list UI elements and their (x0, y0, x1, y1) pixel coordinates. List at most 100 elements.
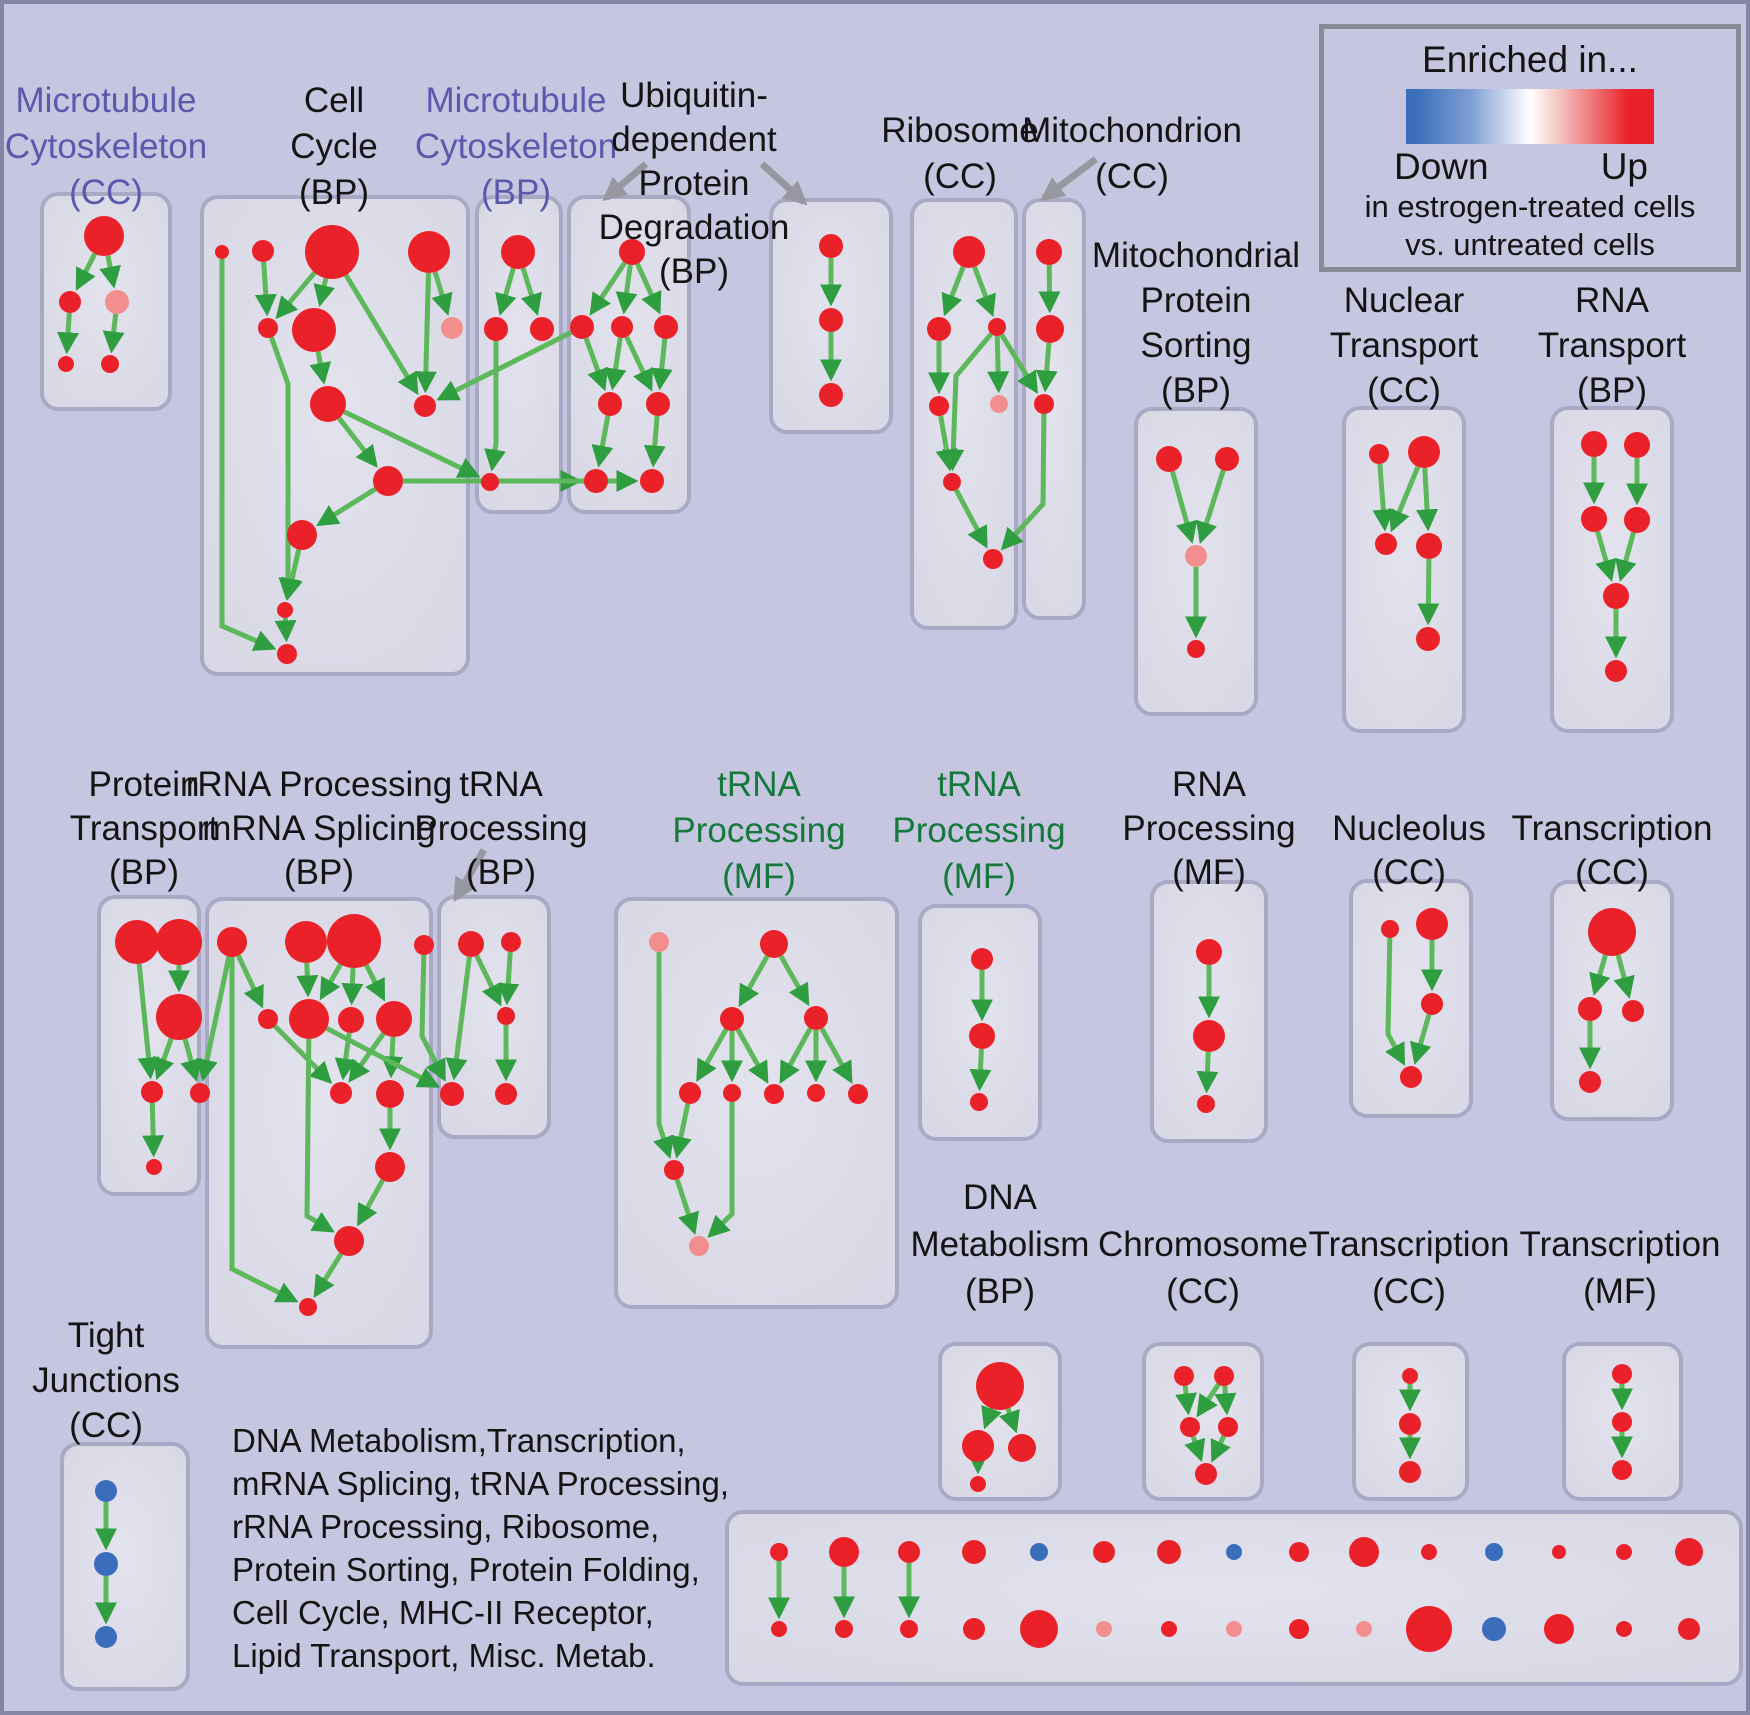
cluster-label-line: Nucleolus (1332, 809, 1486, 848)
node-cc_11 (287, 520, 317, 550)
node-cc_8 (310, 386, 346, 422)
matrix-bottom-node-9 (1289, 1619, 1309, 1639)
edge-rr_3-rr_7 (341, 967, 364, 1006)
matrix-top-node-10 (1349, 1537, 1379, 1567)
cluster-label-nucleolus: Nucleolus (CC) (1332, 809, 1486, 892)
cluster-label-line: Transport (1538, 326, 1687, 365)
cluster-label-line: (MF) (1583, 1272, 1657, 1311)
edge-dn_1-dn_2 (981, 1405, 1002, 1430)
node-tc_3 (1622, 1000, 1644, 1022)
node-rr_2 (285, 921, 327, 963)
cluster-label-line: Cell (304, 81, 364, 120)
edge-uba_2-uba_4 (604, 337, 627, 391)
cluster-label-line: (CC) (1575, 853, 1649, 892)
node-ribo_2 (927, 317, 951, 341)
legend-gradient-bar (1406, 89, 1654, 144)
edge-mtbp_1-mtbp_2 (495, 267, 517, 316)
matrix-bottom-node-14 (1616, 1621, 1632, 1637)
cluster-label-line: Transcription (1512, 809, 1713, 848)
cluster-label-line: (BP) (1577, 371, 1647, 410)
cluster-label-line: Transcription (1309, 1225, 1510, 1264)
node-rr_4 (414, 935, 434, 955)
node-tb_m (497, 1007, 515, 1025)
edge-tq_2-tq_3 (969, 1048, 992, 1092)
node-mito_3 (1034, 394, 1054, 414)
cluster-label-line: Processing (892, 811, 1065, 850)
matrix-top-node-4 (962, 1540, 986, 1564)
node-ribo_6 (943, 473, 961, 491)
node-tm_5 (679, 1082, 701, 1104)
edge-nt_1-nt_3 (1372, 463, 1395, 532)
edge-ribo_3-mito_3 (999, 333, 1038, 395)
matrix-bottom-node-3 (900, 1620, 918, 1638)
edge-ch_1-ch_3 (1175, 1385, 1198, 1416)
node-rt_4 (1624, 507, 1650, 533)
cluster-box-chromosome (1142, 1342, 1264, 1501)
node-mtbp_3 (530, 317, 554, 341)
edge-uba_3-uba_5 (650, 338, 673, 391)
matrix-bottom-node-15 (1678, 1618, 1700, 1640)
node-rv_3 (1197, 1095, 1215, 1113)
node-rr_5 (258, 1009, 278, 1029)
node-cc_10 (373, 466, 403, 496)
shared-categories-line: rRNA Processing, Ribosome, (232, 1508, 659, 1545)
cluster-label-line: Mitochondrion (1022, 111, 1242, 150)
node-ribo_7 (983, 549, 1003, 569)
cluster-label-line: (BP) (109, 853, 179, 892)
annotation-arrow-to-trna-bp-box (452, 848, 488, 903)
node-mito_2 (1036, 315, 1064, 343)
edge-ribo_6-ribo_7 (953, 488, 988, 549)
cluster-label-line: (MF) (1172, 853, 1246, 892)
node-rt_3 (1581, 506, 1607, 532)
cluster-label-proteintransport: Protein Transport (BP) (70, 765, 219, 892)
node-rt_2 (1624, 432, 1650, 458)
annotation-arrow-to-ubiq-box-b (759, 161, 808, 206)
edge-rr_1-pt_5 (196, 956, 232, 1082)
cluster-label-line: Processing (672, 811, 845, 850)
node-mtbp_4 (481, 473, 499, 491)
node-dn_1 (976, 1362, 1024, 1410)
node-tj_1 (95, 1480, 117, 1502)
node-tf_3 (1612, 1460, 1632, 1480)
node-mtcc_c (105, 290, 129, 314)
edge-mtbp_2-mtbp_4 (484, 341, 506, 472)
edge-cc_3-cc_6 (313, 277, 335, 307)
cluster-label-mitochondrion: Mitochondrion (CC) (1022, 111, 1242, 196)
node-tq_1 (971, 948, 993, 970)
node-uba_7 (640, 469, 664, 493)
legend-subtitle-2: vs. untreated cells (1405, 227, 1655, 262)
cluster-label-trnamf1: tRNA Processing (MF) (672, 765, 845, 896)
edge-ribo_4-ribo_6 (935, 415, 958, 472)
edge-mito_3-ribo_7 (1000, 413, 1047, 551)
cluster-label-line: (CC) (1367, 371, 1441, 410)
edge-cc_3-cc_9 (343, 273, 419, 396)
node-ribo_1 (953, 236, 985, 268)
legend-box: Enriched in... Down Up in estrogen-treat… (1319, 24, 1741, 272)
edge-rt_4-rt_5 (1615, 531, 1637, 582)
matrix-bottom-node-8 (1226, 1621, 1242, 1637)
cluster-label-line: Protein (89, 765, 200, 804)
node-cc_6 (292, 308, 336, 352)
node-nt_2 (1408, 436, 1440, 468)
node-ch_5 (1195, 1463, 1217, 1485)
node-tc_4 (1579, 1071, 1601, 1093)
edge-tm_4-tm_7 (779, 1027, 813, 1084)
layer-edges (57, 252, 1649, 1625)
cluster-label-mtcc: Microtubule Cytoskeleton (CC) (5, 81, 207, 212)
edge-dn_1-dn_3 (999, 1407, 1020, 1434)
edge-cc_4-cc_7 (431, 271, 453, 316)
shared-categories-line: Protein Sorting, Protein Folding, (232, 1551, 700, 1588)
edge-uba_4-uba_6 (591, 415, 614, 468)
cluster-label-line: (BP) (284, 853, 354, 892)
cluster-label-line: (CC) (69, 173, 143, 212)
edge-cc_10-cc_11 (316, 486, 377, 527)
edge-ch_3-ch_5 (1184, 1435, 1206, 1463)
edge-rr_11-rr_12 (357, 1178, 385, 1227)
edge-tm_5-tm_10 (670, 1103, 692, 1159)
edge-nt_2-nt_4 (1416, 467, 1439, 532)
node-ch_2 (1214, 1366, 1234, 1386)
edge-ms_1-ms_3 (1170, 470, 1198, 544)
legend-ends: Down Up (1324, 144, 1736, 188)
cluster-label-mtbp: Microtubule Cytoskeleton (BP) (415, 81, 617, 212)
edge-rr_3-rr_8 (364, 963, 386, 1002)
